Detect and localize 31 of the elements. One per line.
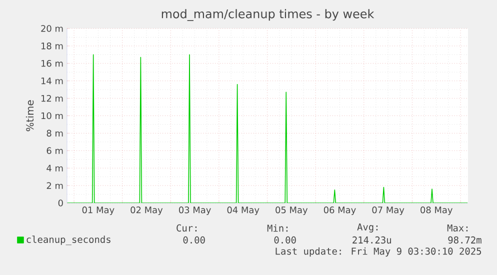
y-tick-label: 16 m (41, 60, 63, 67)
x-tick-label: 01 May (82, 206, 114, 216)
text: 0.00 (274, 236, 296, 244)
text: 0.00 (183, 236, 205, 244)
y-axis-title: %time (26, 100, 34, 132)
text: 214.23u (352, 236, 391, 244)
text: Max: (447, 224, 468, 232)
text: Min: (267, 224, 288, 232)
y-tick-label: 0 (58, 200, 63, 206)
text: Last update: Fri May 9 03:30:10 2025 (276, 247, 482, 257)
text: Cur: (176, 224, 197, 232)
text: Avg: (357, 224, 378, 232)
legend-label: cleanup_seconds (26, 236, 110, 246)
x-tick-label: 04 May (227, 206, 260, 216)
y-tick-label: 14 m (41, 78, 63, 84)
y-tick-label: 8 m (46, 130, 63, 137)
text: 98.72m (448, 236, 482, 244)
x-tick-label: 03 May (178, 206, 211, 216)
y-tick-label: 4 m (46, 164, 63, 172)
y-tick-label: 2 m (46, 182, 63, 189)
x-tick-label: 08 May (420, 206, 452, 216)
chart-title: mod_mam/cleanup times - by week (162, 9, 374, 21)
y-tick-label: 18 m (41, 42, 63, 50)
x-tick-label: 02 May (130, 206, 163, 216)
y-tick-label: 12 m (41, 94, 63, 102)
y-tick-label: 20 m (41, 25, 63, 32)
x-tick-label: 07 May (372, 206, 404, 216)
x-tick-label: 06 May (324, 206, 356, 216)
y-tick-label: 10 m (41, 112, 63, 120)
y-tick-label: 6 m (46, 147, 63, 154)
x-tick-label: 05 May (276, 206, 308, 216)
